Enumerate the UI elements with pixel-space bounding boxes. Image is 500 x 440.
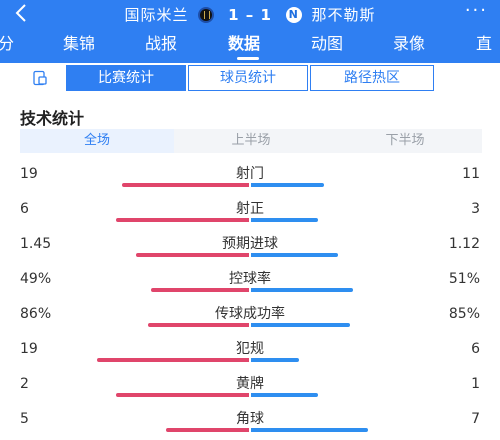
stat-row: 86% 传球成功率 85% [0, 306, 500, 340]
stat-row: 6 射正 3 [0, 201, 500, 235]
away-bar [251, 288, 353, 292]
section-title: 技术统计 [20, 109, 85, 128]
away-bar [251, 323, 350, 327]
home-value: 19 [20, 341, 38, 357]
match-title: 国际米兰 1 – 1 N 那不勒斯 [0, 5, 500, 24]
period-first-half[interactable]: 上半场 [231, 133, 271, 148]
home-value: 49% [20, 271, 52, 287]
stat-name: 射门 [236, 166, 264, 182]
more-dots-icon[interactable]: ··· [464, 0, 488, 21]
subtab-player-stats[interactable]: 球员统计 [188, 65, 308, 91]
tab-data[interactable]: 数据 [228, 34, 261, 53]
away-value: 3 [471, 201, 480, 217]
home-bar [97, 358, 249, 362]
stat-name: 预期进球 [222, 236, 278, 252]
home-value: 2 [20, 376, 29, 392]
away-value: 6 [471, 341, 480, 357]
period-second-half[interactable]: 下半场 [385, 133, 425, 148]
home-value: 19 [20, 166, 38, 182]
subtab-match-stats[interactable]: 比赛统计 [66, 65, 186, 91]
away-value: 7 [471, 411, 480, 427]
away-value: 1 [471, 376, 480, 392]
stat-row: 2 黄牌 1 [0, 376, 500, 410]
away-bar [251, 183, 324, 187]
stat-name: 角球 [236, 411, 264, 427]
stat-name: 射正 [236, 201, 264, 217]
away-bar [251, 428, 368, 432]
away-bar [251, 393, 318, 397]
match-topbar: 国际米兰 1 – 1 N 那不勒斯 ··· [0, 0, 500, 28]
stat-row: 19 射门 11 [0, 166, 500, 200]
tab-partial-left[interactable]: 分 [0, 34, 15, 53]
home-value: 86% [20, 306, 52, 322]
stat-name: 犯规 [236, 341, 264, 357]
stat-row: 1.45 预期进球 1.12 [0, 236, 500, 270]
stat-name: 控球率 [229, 271, 271, 287]
home-bar [151, 288, 249, 292]
away-bar [251, 253, 338, 257]
match-score: 1 – 1 [228, 5, 272, 24]
stat-row: 49% 控球率 51% [0, 271, 500, 305]
home-bar [116, 218, 249, 222]
stat-row: 5 角球 7 [0, 411, 500, 440]
tab-gifs[interactable]: 动图 [311, 34, 344, 53]
home-value: 1.45 [20, 236, 52, 252]
tab-replay[interactable]: 录像 [393, 34, 426, 53]
home-bar [136, 253, 249, 257]
active-tab-indicator [237, 57, 259, 60]
home-bar [122, 183, 249, 187]
home-team-name: 国际米兰 [124, 5, 189, 24]
home-bar [166, 428, 249, 432]
inter-logo [198, 6, 215, 23]
away-value: 11 [462, 166, 480, 182]
back-button[interactable] [14, 2, 28, 29]
tab-report[interactable]: 战报 [145, 34, 178, 53]
away-value: 85% [448, 306, 480, 322]
stat-name: 传球成功率 [215, 306, 285, 322]
tab-highlights[interactable]: 集锦 [63, 34, 96, 53]
home-bar [116, 393, 249, 397]
period-selector: 全场 上半场 下半场 [20, 129, 482, 153]
period-full[interactable]: 全场 [20, 129, 174, 153]
home-value: 5 [20, 411, 29, 427]
away-bar [251, 218, 318, 222]
away-team-name: 那不勒斯 [311, 5, 376, 24]
away-bar [251, 358, 299, 362]
chevron-left-icon [15, 4, 26, 22]
document-icon[interactable] [32, 70, 48, 86]
away-value: 1.12 [448, 236, 480, 252]
home-value: 6 [20, 201, 29, 217]
tab-partial-right[interactable]: 直 [476, 34, 493, 53]
napoli-logo: N [285, 6, 302, 23]
stat-row: 19 犯规 6 [0, 341, 500, 375]
subtab-heatmap[interactable]: 路径热区 [310, 65, 434, 91]
main-tabs: 分 集锦 战报 数据 动图 录像 直 [0, 30, 500, 60]
away-value: 51% [448, 271, 480, 287]
app-header: 国际米兰 1 – 1 N 那不勒斯 ··· 分 集锦 战报 数据 动图 录像 直 [0, 0, 500, 63]
home-bar [148, 323, 249, 327]
stat-name: 黄牌 [236, 376, 264, 392]
